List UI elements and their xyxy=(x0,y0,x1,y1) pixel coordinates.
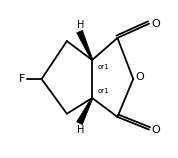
Text: H: H xyxy=(77,125,84,135)
Text: H: H xyxy=(77,20,84,30)
Text: or1: or1 xyxy=(98,64,109,70)
Text: O: O xyxy=(151,19,160,29)
Polygon shape xyxy=(77,30,93,60)
Text: O: O xyxy=(151,125,160,135)
Text: or1: or1 xyxy=(98,88,109,94)
Text: O: O xyxy=(136,72,144,82)
Text: F: F xyxy=(19,74,25,84)
Polygon shape xyxy=(77,98,93,125)
